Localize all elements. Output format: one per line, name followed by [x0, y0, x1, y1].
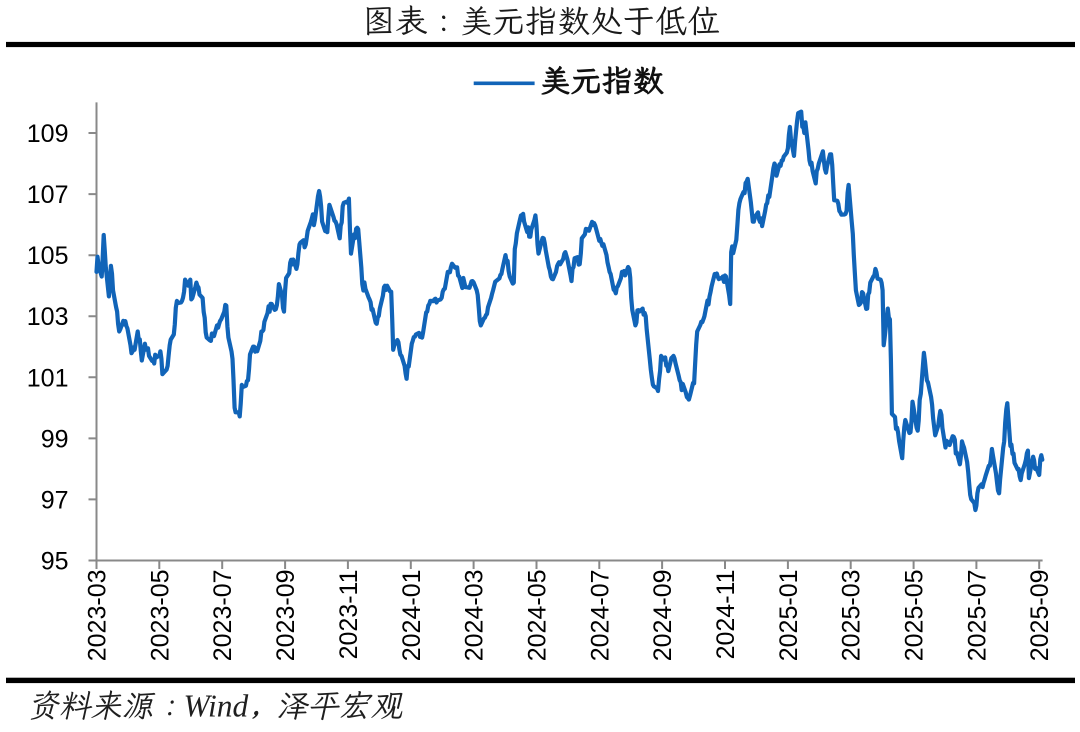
svg-text:2025-07: 2025-07 — [963, 570, 991, 662]
svg-text:2023-07: 2023-07 — [209, 570, 237, 662]
svg-text:2024-01: 2024-01 — [398, 570, 426, 662]
svg-text:2024-05: 2024-05 — [524, 570, 552, 662]
svg-text:95: 95 — [41, 548, 69, 576]
svg-text:2023-09: 2023-09 — [272, 570, 300, 662]
svg-text:2024-03: 2024-03 — [461, 570, 489, 662]
svg-text:2025-09: 2025-09 — [1026, 570, 1054, 662]
svg-text:97: 97 — [41, 486, 69, 514]
svg-text:105: 105 — [27, 242, 69, 270]
svg-text:2025-01: 2025-01 — [775, 570, 803, 662]
svg-text:103: 103 — [27, 303, 69, 331]
svg-text:109: 109 — [27, 120, 69, 148]
svg-text:2025-03: 2025-03 — [838, 570, 866, 662]
svg-text:101: 101 — [27, 364, 69, 392]
svg-text:Wind: Wind — [184, 689, 249, 724]
svg-text:107: 107 — [27, 181, 69, 209]
svg-text:2023-03: 2023-03 — [84, 570, 112, 662]
svg-text:2024-09: 2024-09 — [649, 570, 677, 662]
svg-text:2024-11: 2024-11 — [712, 570, 740, 660]
svg-text:2023-05: 2023-05 — [146, 570, 174, 662]
svg-text:2023-11: 2023-11 — [335, 570, 363, 660]
svg-text:2025-05: 2025-05 — [901, 570, 929, 662]
svg-text:2024-07: 2024-07 — [586, 570, 614, 662]
svg-text:99: 99 — [41, 425, 69, 453]
